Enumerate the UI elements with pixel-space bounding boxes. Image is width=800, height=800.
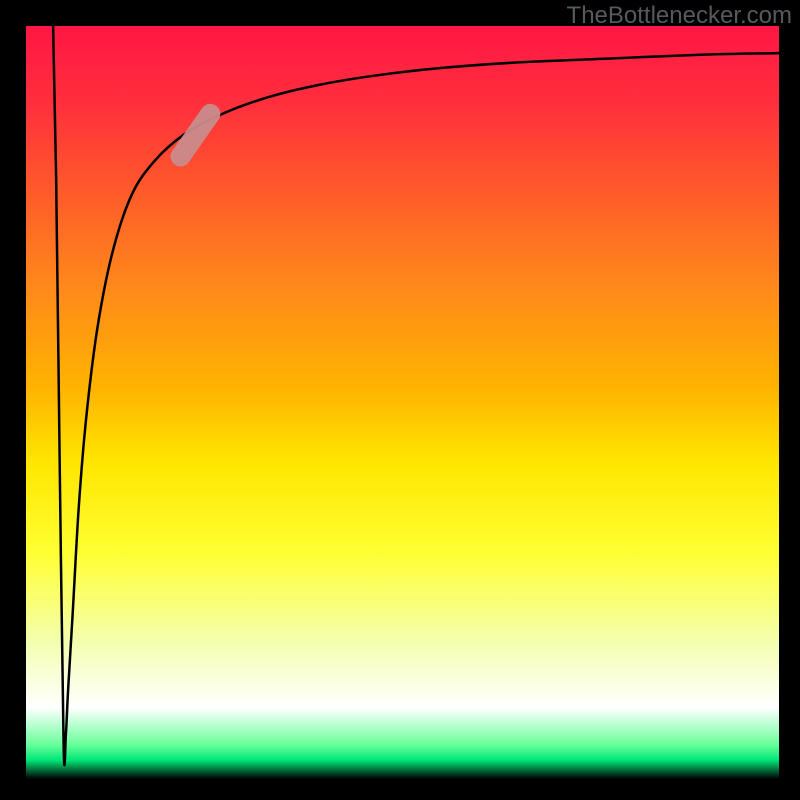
plot-area xyxy=(26,26,779,779)
chart-svg xyxy=(0,0,800,800)
chart-root: TheBottlenecker.com xyxy=(0,0,800,800)
